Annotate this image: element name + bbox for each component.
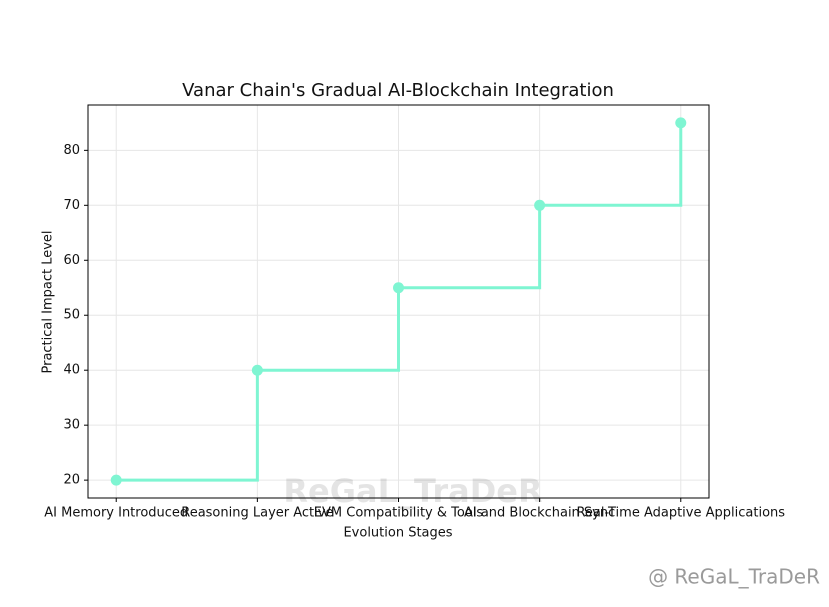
x-tick-label: Real-Time Adaptive Applications (576, 506, 785, 521)
corner-watermark: @ ReGaL_TraDeR (648, 565, 820, 589)
point (675, 117, 687, 129)
x-tick-label: AI and Blockchain Sync (464, 506, 615, 521)
y-tick-label: 20 (63, 473, 80, 488)
x-tick-label: EVM Compatibility & Tools (314, 506, 484, 521)
watermark: ReGaL_TraDeR (283, 472, 542, 510)
point (393, 282, 404, 294)
point (110, 474, 122, 486)
point (251, 364, 263, 376)
y-tick-label: 60 (63, 253, 80, 268)
chart-title: Vanar Chain's Gradual AI-Blockchain Inte… (182, 80, 614, 101)
y-tick-label: 30 (63, 418, 80, 433)
y-tick-label: 40 (63, 363, 80, 378)
y-tick-label: 50 (63, 308, 80, 323)
x-tick-label: Reasoning Layer Active (181, 506, 333, 521)
y-tick-label: 70 (63, 198, 80, 213)
point (534, 199, 546, 211)
x-tick-label: AI Memory Introduced (44, 506, 188, 521)
plot-frame (87, 104, 710, 499)
x-axis-label: Evolution Stages (343, 526, 452, 541)
y-tick-label: 80 (63, 143, 80, 158)
y-axis-label: Practical Impact Level (41, 230, 56, 373)
